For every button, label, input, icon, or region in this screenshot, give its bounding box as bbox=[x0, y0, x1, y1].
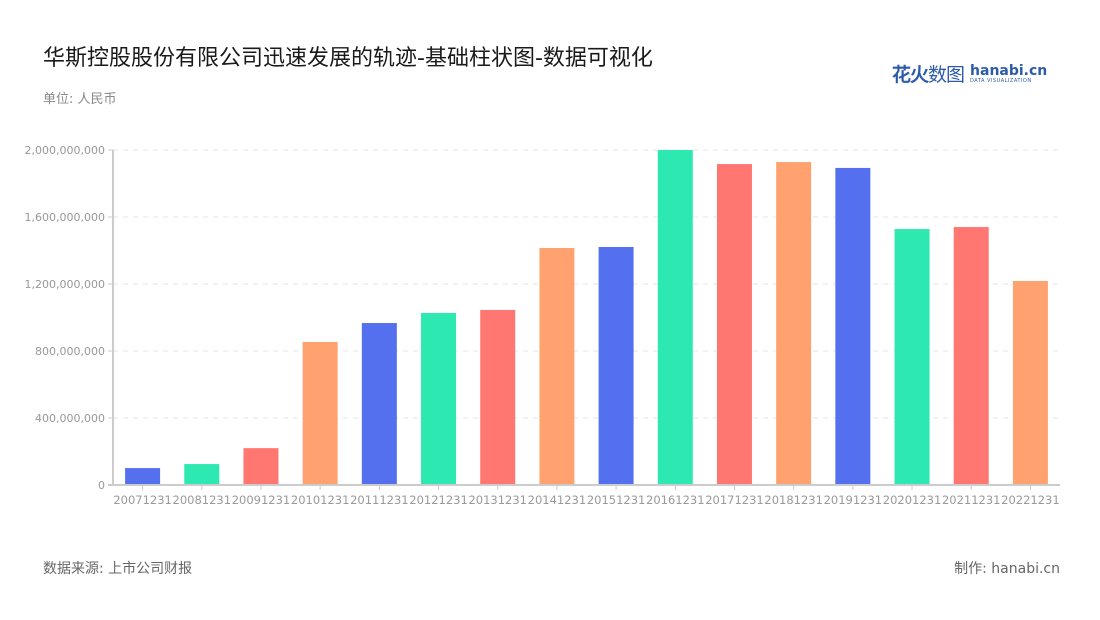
unit-label: 单位: 人民币 bbox=[43, 92, 117, 107]
logo-cn-text: 花火数图 bbox=[892, 60, 965, 87]
x-tick-label: 20101231 bbox=[291, 493, 350, 507]
bar-20101231[interactable] bbox=[302, 341, 338, 485]
logo-cn-light: 数图 bbox=[928, 64, 965, 86]
bar-20151231[interactable] bbox=[598, 246, 634, 485]
bar-20081231[interactable] bbox=[184, 464, 220, 485]
bar-20211231[interactable] bbox=[953, 227, 989, 486]
x-tick-label: 20111231 bbox=[350, 493, 409, 507]
chart-title: 华斯控股股份有限公司迅速发展的轨迹-基础柱状图-数据可视化 bbox=[43, 46, 653, 71]
brand-logo: 花火数图 hanabi.cn DATA VISUALIZATION bbox=[892, 60, 1047, 87]
bar-20221231[interactable] bbox=[1012, 280, 1048, 485]
logo-en-text: hanabi.cn DATA VISUALIZATION bbox=[970, 64, 1047, 84]
bar-20201231[interactable] bbox=[894, 229, 930, 485]
bar-20091231[interactable] bbox=[243, 448, 279, 485]
bar-20161231[interactable] bbox=[657, 150, 693, 485]
x-tick-label: 20151231 bbox=[587, 493, 646, 507]
y-tick-label: 0 bbox=[98, 479, 105, 492]
credit: 制作: hanabi.cn bbox=[954, 561, 1060, 577]
gridlines bbox=[113, 149, 1060, 419]
x-tick-label: 20121231 bbox=[409, 493, 468, 507]
y-axis: 0 400,000,000 800,000,000 1,200,000,000 1,60… bbox=[25, 144, 114, 492]
x-tick-label: 20211231 bbox=[942, 493, 1001, 507]
bar-20141231[interactable] bbox=[539, 247, 575, 485]
x-tick-label: 20171231 bbox=[705, 493, 764, 507]
bar-20181231[interactable] bbox=[776, 162, 812, 485]
x-tick-label: 20221231 bbox=[1001, 493, 1060, 507]
x-tick-label: 20161231 bbox=[646, 493, 705, 507]
data-source: 数据来源: 上市公司财报 bbox=[43, 561, 193, 577]
x-axis: 20071231 20081231 20091231 20101231 20111231… bbox=[108, 484, 1060, 507]
x-tick-label: 20191231 bbox=[824, 493, 883, 507]
logo-en-main: hanabi.cn bbox=[970, 62, 1048, 79]
x-tick-label: 20141231 bbox=[528, 493, 587, 507]
bars bbox=[125, 150, 1048, 486]
x-tick-label: 20081231 bbox=[173, 493, 232, 507]
x-tick-label: 20071231 bbox=[113, 493, 172, 507]
bar-20171231[interactable] bbox=[716, 164, 752, 485]
logo-en-sub: DATA VISUALIZATION bbox=[970, 77, 1032, 84]
x-tick-label: 20131231 bbox=[468, 493, 527, 507]
x-tick-label: 20201231 bbox=[883, 493, 942, 507]
bar-20191231[interactable] bbox=[835, 167, 871, 486]
y-tick-label: 800,000,000 bbox=[35, 345, 105, 358]
y-tick-label: 400,000,000 bbox=[35, 412, 105, 425]
bar-20121231[interactable] bbox=[421, 312, 457, 485]
logo-cn-bold: 花火 bbox=[892, 64, 929, 86]
bar-20071231[interactable] bbox=[125, 468, 161, 485]
bar-20111231[interactable] bbox=[361, 323, 397, 485]
x-tick-label: 20181231 bbox=[764, 493, 823, 507]
bar-20131231[interactable] bbox=[480, 309, 516, 485]
y-tick-label: 1,600,000,000 bbox=[25, 211, 105, 224]
y-tick-label: 2,000,000,000 bbox=[25, 144, 105, 157]
x-tick-label: 20091231 bbox=[232, 493, 291, 507]
y-tick-label: 1,200,000,000 bbox=[25, 278, 105, 291]
